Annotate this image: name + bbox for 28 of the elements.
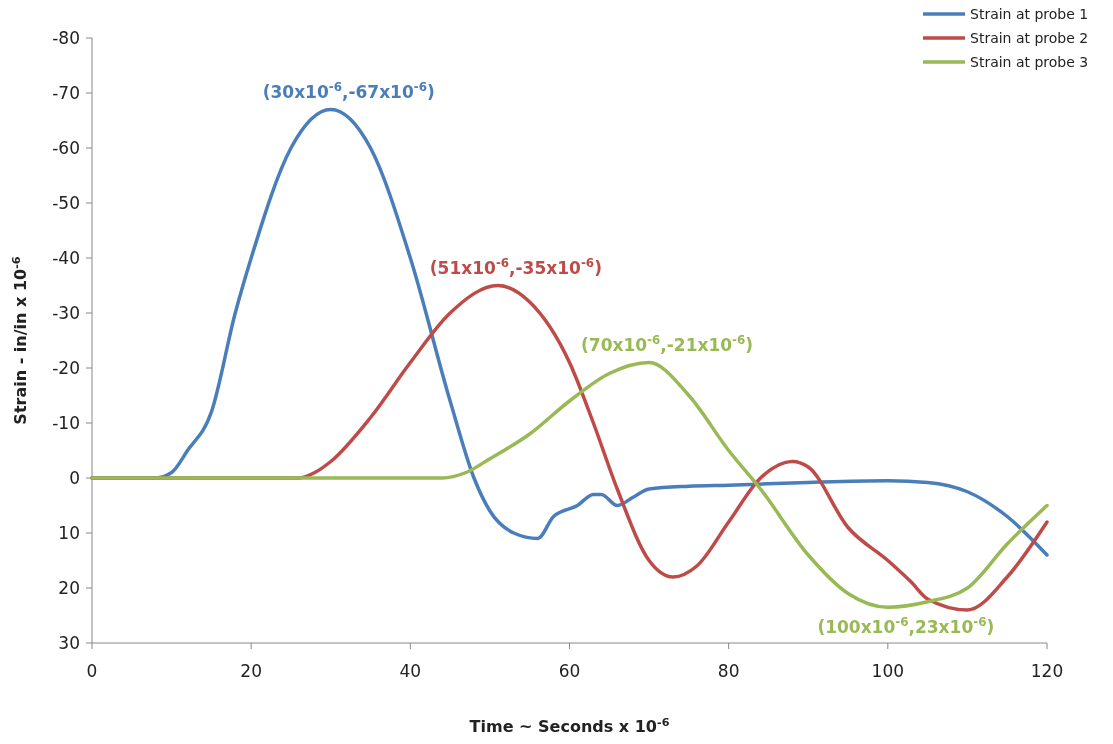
legend-label: Strain at probe 3 xyxy=(970,53,1089,70)
annotation: (51x10$^{-6}$,-35x10$^{-6}$) xyxy=(429,255,602,278)
annotation: (70x10$^{-6}$,-21x10$^{-6}$) xyxy=(581,332,754,355)
y-tick-label: -60 xyxy=(52,137,80,158)
x-tick-label: 100 xyxy=(871,661,905,681)
y-tick-label: -20 xyxy=(52,357,80,378)
y-tick-label: 20 xyxy=(58,577,80,598)
legend-label: Strain at probe 2 xyxy=(970,29,1089,46)
x-tick-label: 80 xyxy=(717,661,740,681)
annotation: (30x10$^{-6}$,-67x10$^{-6}$) xyxy=(262,79,435,102)
annotation: (100x10$^{-6}$,23x10$^{-6}$) xyxy=(817,614,995,637)
y-tick-label: 30 xyxy=(58,632,80,653)
y-tick-label: 0 xyxy=(69,467,80,488)
x-tick-label: 0 xyxy=(86,661,98,681)
y-tick-label: -30 xyxy=(52,302,80,323)
x-axis-title: Time ~ Seconds x 10$^{-6}$ xyxy=(469,715,670,736)
y-tick-label: -70 xyxy=(52,82,80,103)
legend-label: Strain at probe 1 xyxy=(970,5,1089,22)
x-tick-label: 120 xyxy=(1030,661,1064,681)
y-tick-label: 10 xyxy=(58,522,80,543)
y-tick-label: -80 xyxy=(52,27,80,48)
line-series xyxy=(90,360,1049,609)
y-tick-label: -10 xyxy=(52,412,80,433)
x-tick-label: 60 xyxy=(558,661,581,681)
x-tick-label: 40 xyxy=(399,661,422,681)
y-tick-label: -50 xyxy=(52,192,80,213)
x-tick-label: 20 xyxy=(240,661,262,681)
y-tick-label: -40 xyxy=(52,247,80,268)
